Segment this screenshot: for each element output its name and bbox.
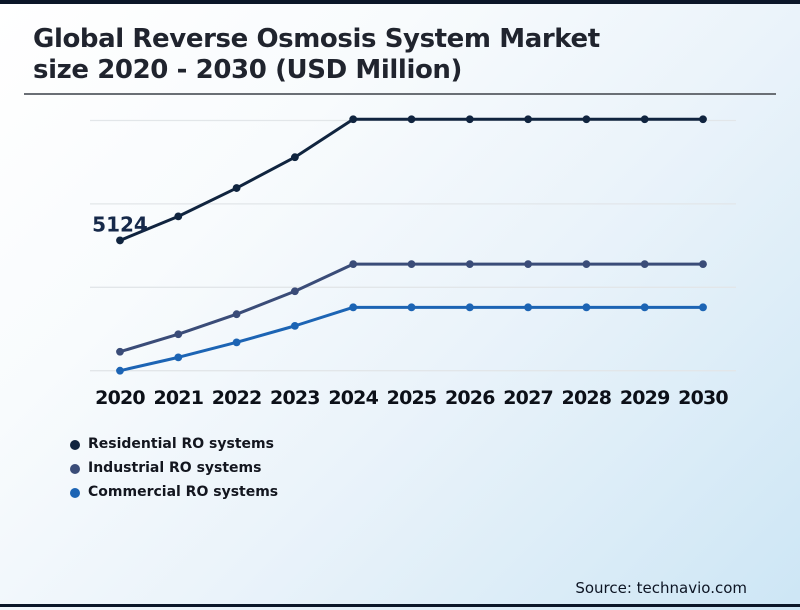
legend-dot-icon bbox=[70, 487, 80, 498]
industrial-marker-2025 bbox=[407, 260, 416, 269]
industrial-marker-2028 bbox=[582, 260, 591, 269]
x-axis-label: 2024 bbox=[328, 387, 378, 409]
residential-marker-2029 bbox=[640, 115, 649, 124]
residential-marker-2022 bbox=[232, 184, 241, 192]
title-divider bbox=[24, 93, 776, 95]
title-line-1: Global Reverse Osmosis System Market bbox=[33, 24, 600, 54]
residential-marker-2025 bbox=[407, 115, 416, 124]
bottom-border bbox=[0, 604, 800, 607]
legend-item-residential: Residential RO systems bbox=[70, 436, 278, 453]
source-credit: Source: technavio.com bbox=[575, 579, 747, 597]
x-axis-label: 2021 bbox=[153, 387, 203, 409]
legend-item-commercial: Commercial RO systems bbox=[70, 484, 278, 501]
residential-marker-2023 bbox=[291, 153, 299, 162]
commercial-marker-2023 bbox=[291, 321, 299, 330]
commercial-marker-2022 bbox=[232, 338, 241, 347]
top-border bbox=[0, 0, 800, 4]
legend-label: Commercial RO systems bbox=[88, 484, 279, 500]
legend-item-industrial: Industrial RO systems bbox=[70, 460, 278, 477]
title-line-2: size 2020 - 2030 (USD Million) bbox=[33, 55, 463, 85]
industrial-marker-2027 bbox=[524, 260, 532, 269]
data-label: 5124 bbox=[92, 212, 148, 236]
commercial-marker-2030 bbox=[699, 303, 707, 312]
residential-marker-2028 bbox=[582, 115, 591, 124]
industrial-marker-2024 bbox=[349, 260, 358, 269]
industrial-marker-2023 bbox=[291, 287, 299, 296]
legend-label: Residential RO systems bbox=[88, 436, 274, 452]
series-line-commercial bbox=[119, 305, 703, 373]
industrial-marker-2029 bbox=[640, 260, 649, 269]
commercial-marker-2021 bbox=[174, 353, 183, 362]
x-axis-label: 2027 bbox=[503, 387, 553, 409]
chart-legend: Residential RO systems Industrial RO syst… bbox=[70, 436, 278, 501]
x-axis-label: 2030 bbox=[678, 387, 728, 409]
commercial-marker-2020 bbox=[116, 366, 124, 375]
x-axis-label: 2028 bbox=[562, 387, 612, 409]
x-axis-label: 2026 bbox=[445, 387, 495, 409]
page-title: Global Reverse Osmosis System Market size… bbox=[33, 24, 600, 86]
residential-marker-2027 bbox=[524, 115, 532, 124]
residential-marker-2024 bbox=[349, 115, 358, 124]
industrial-marker-2026 bbox=[465, 260, 474, 269]
x-axis-label: 2029 bbox=[620, 387, 670, 409]
series-line-residential bbox=[119, 117, 703, 242]
legend-dot-icon bbox=[70, 463, 80, 474]
commercial-marker-2027 bbox=[524, 303, 532, 312]
legend-dot-icon bbox=[70, 439, 80, 450]
line-chart: 5124 2020 2021 2022 2023 2024 2025 2026 2027 2028… bbox=[90, 115, 736, 409]
residential-marker-2030 bbox=[699, 115, 707, 124]
legend-label: Industrial RO systems bbox=[88, 460, 262, 476]
x-axis-label: 2022 bbox=[212, 387, 262, 409]
industrial-marker-2020 bbox=[116, 347, 124, 356]
x-axis-label: 2025 bbox=[387, 387, 437, 409]
commercial-marker-2025 bbox=[407, 303, 416, 312]
residential-marker-2021 bbox=[174, 212, 183, 221]
x-axis-label: 2023 bbox=[270, 387, 320, 409]
commercial-marker-2029 bbox=[640, 303, 649, 312]
residential-marker-2020 bbox=[116, 236, 124, 245]
residential-marker-2026 bbox=[465, 115, 474, 124]
commercial-marker-2024 bbox=[349, 303, 358, 312]
industrial-marker-2030 bbox=[699, 260, 707, 269]
industrial-marker-2022 bbox=[232, 310, 241, 319]
commercial-marker-2026 bbox=[465, 303, 474, 312]
industrial-marker-2021 bbox=[174, 330, 183, 339]
commercial-marker-2028 bbox=[582, 303, 591, 312]
x-axis-label: 2020 bbox=[95, 387, 145, 409]
